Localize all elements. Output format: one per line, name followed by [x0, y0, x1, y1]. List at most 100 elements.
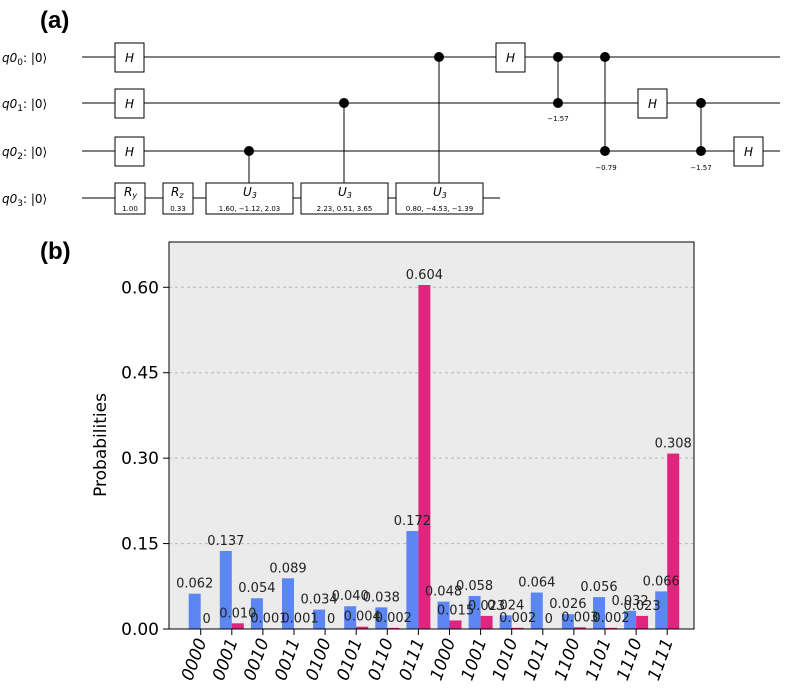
y-tick-label: 0.30	[121, 449, 159, 469]
bar-label-blue-1000: 0.048	[425, 585, 462, 600]
svg-text:H: H	[125, 97, 134, 111]
bar-label-magenta-1001: 0.023	[468, 599, 505, 614]
panel-a-label: (a)	[40, 7, 69, 34]
x-tick-label-0111: 0111	[396, 636, 430, 683]
bar-magenta-0101	[356, 626, 369, 629]
svg-text:H: H	[648, 97, 657, 111]
x-tick-label-1011: 1011	[520, 636, 554, 683]
x-tick-label-0101: 0101	[333, 636, 367, 683]
bar-blue-0011	[282, 578, 294, 629]
bar-label-blue-0010: 0.054	[238, 581, 275, 596]
cu3-gate-1: U3 1.60, −1.12, 2.03	[205, 146, 294, 215]
x-tick-label-1010: 1010	[489, 636, 523, 683]
h-gate-q2-second: H	[733, 136, 764, 167]
bar-label-magenta-1111: 0.308	[655, 437, 692, 452]
bar-label-blue-0000: 0.062	[176, 577, 213, 592]
bar-label-magenta-0111: 0.604	[406, 268, 443, 283]
bar-blue-1010	[499, 615, 512, 629]
bar-magenta-1111	[667, 453, 680, 629]
cphase-q0-q1: −1.57	[547, 52, 569, 123]
bar-label-blue-1110: 0.032	[611, 594, 648, 609]
svg-text:H: H	[125, 51, 134, 65]
x-axis: 0000000100100011010001010110011110001001…	[178, 629, 678, 683]
bar-blue-0101	[344, 606, 357, 629]
svg-text:U3: U3	[243, 185, 257, 200]
svg-text:Rz: Rz	[171, 185, 184, 200]
bar-label-blue-1001: 0.058	[456, 579, 493, 594]
bar-magenta-0001	[231, 623, 244, 629]
bar-label-magenta-0010: 0.001	[250, 611, 287, 626]
cphase-q1-q2: −1.57	[690, 98, 712, 172]
x-tick-label-1101: 1101	[582, 636, 616, 683]
y-tick-label: 0.15	[121, 535, 159, 555]
svg-text:1.00: 1.00	[122, 205, 138, 213]
h-gate-q0-first: H	[114, 42, 145, 73]
x-tick-label-0110: 0110	[364, 636, 398, 683]
x-tick-label-0001: 0001	[209, 636, 243, 683]
panel-a: (a) q00: |0⟩ q01: |0⟩ q02: |0⟩ q03: |0⟩ …	[2, 7, 780, 215]
svg-text:1.60, −1.12, 2.03: 1.60, −1.12, 2.03	[219, 205, 281, 213]
x-tick-label-1000: 1000	[427, 636, 461, 683]
bar-blue-1100	[561, 614, 574, 629]
bar-blue-0100	[313, 609, 326, 629]
h-gate-q1-first: H	[114, 88, 145, 119]
svg-text:2.23, 0.51, 3.65: 2.23, 0.51, 3.65	[317, 205, 373, 213]
svg-text:U3: U3	[338, 185, 352, 200]
bar-magenta-1010	[511, 627, 524, 629]
x-tick-label-1001: 1001	[458, 636, 492, 683]
bar-blue-1000	[437, 601, 450, 629]
bar-label-blue-0001: 0.137	[207, 534, 244, 549]
bar-label-magenta-0110: 0.002	[375, 611, 412, 626]
bar-label-magenta-1110: 0.023	[623, 599, 660, 614]
rz-gate: Rz 0.33	[162, 182, 194, 215]
bar-blue-0001	[219, 550, 232, 629]
bar-blue-1001	[468, 595, 481, 629]
plot-frame	[168, 241, 695, 630]
y-tick-label: 0.60	[121, 278, 159, 298]
h-gate-q1-second: H	[637, 88, 668, 119]
cphase-q0-q2: −0.79	[595, 52, 617, 172]
bar-blue-0110	[375, 607, 388, 629]
bar-value-labels: 0.062 0 0.137 0.010 0.054 0.001 0.089 0.001 0.03…	[176, 268, 692, 627]
svg-text:H: H	[125, 145, 134, 159]
h-gate-q0-second: H	[495, 42, 526, 73]
bar-label-magenta-0101: 0.004	[344, 610, 381, 625]
qubit-label-1: q01: |0⟩	[2, 97, 47, 114]
x-tick-label-1100: 1100	[551, 636, 585, 683]
x-tick-label-1111: 1111	[644, 636, 678, 683]
bar-label-magenta-0000: 0	[203, 612, 211, 627]
bar-magenta-1101	[605, 627, 617, 629]
x-tick-label-0100: 0100	[302, 636, 336, 683]
bar-magenta-1100	[573, 627, 586, 629]
bar-label-blue-0101: 0.040	[332, 589, 369, 604]
bar-blue-0010	[250, 598, 263, 629]
x-tick-label-0000: 0000	[178, 636, 212, 683]
bar-label-blue-1111: 0.066	[643, 574, 680, 589]
y-tick-label: 0.45	[121, 364, 159, 384]
bar-blue-1011	[530, 592, 543, 629]
bar-blue-0111	[406, 531, 419, 629]
panel-b: (b) 0.06200.1370.0100.0540.0010.0890.001…	[40, 238, 695, 683]
x-tick-label-1110: 1110	[613, 636, 647, 683]
svg-text:0.33: 0.33	[170, 205, 186, 213]
svg-text:Ry: Ry	[124, 185, 137, 200]
ry-gate: Ry 1.00	[114, 182, 146, 215]
qubit-labels: q00: |0⟩ q01: |0⟩ q02: |0⟩ q03: |0⟩	[2, 51, 47, 209]
bars	[188, 285, 680, 629]
svg-text:U3: U3	[433, 185, 447, 200]
bar-label-blue-1100: 0.026	[549, 597, 586, 612]
bar-label-blue-0100: 0.034	[300, 593, 337, 608]
cu3-gate-3: U3 0.80, −4.53, −1.39	[395, 52, 484, 215]
svg-text:0.80, −4.53, −1.39: 0.80, −4.53, −1.39	[406, 205, 473, 213]
y-axis-label: Probabilities	[91, 393, 111, 497]
bar-label-magenta-1011: 0	[545, 612, 553, 627]
control-dot	[434, 52, 444, 62]
panel-b-label: (b)	[40, 238, 71, 265]
svg-text:−1.57: −1.57	[690, 164, 711, 172]
bar-label-blue-1011: 0.064	[518, 576, 555, 591]
svg-text:−0.79: −0.79	[595, 164, 616, 172]
bar-blue-1110	[624, 610, 637, 629]
bar-label-blue-0111: 0.172	[394, 514, 431, 529]
